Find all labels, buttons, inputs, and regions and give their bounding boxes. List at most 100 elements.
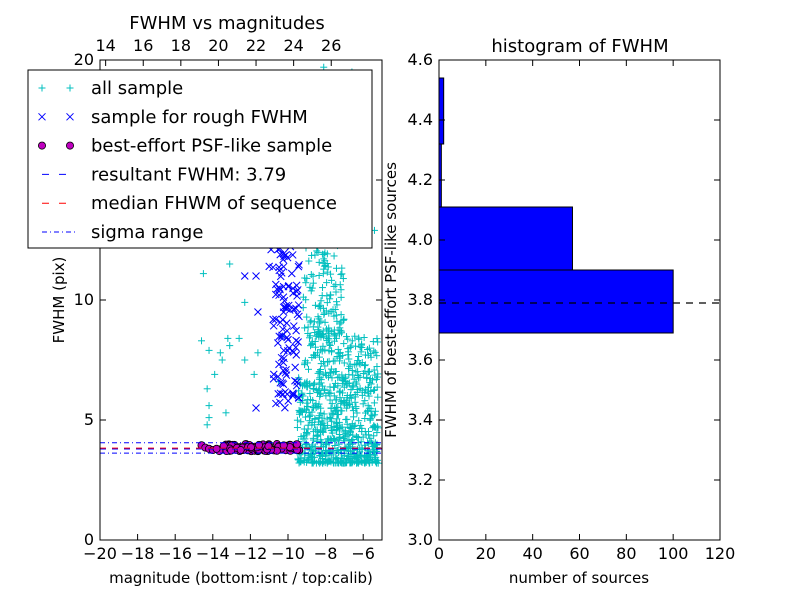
data-point <box>211 370 219 378</box>
data-point <box>339 375 347 383</box>
data-point <box>292 440 301 449</box>
data-point <box>308 284 316 292</box>
y-tick-label: 4.2 <box>408 170 433 189</box>
y-tick-label: 20 <box>74 50 94 69</box>
data-point <box>289 322 298 330</box>
data-point <box>307 270 315 278</box>
data-point <box>283 326 291 335</box>
data-point <box>279 303 288 312</box>
data-point <box>314 313 322 321</box>
data-point <box>315 412 323 420</box>
scatter-top-axis: 14 16 18 20 22 24 26 <box>95 36 341 66</box>
x-tick-label: −6 <box>351 544 375 563</box>
data-point <box>369 424 377 432</box>
data-point <box>320 311 328 319</box>
data-point <box>236 446 245 455</box>
x-tick-label: −16 <box>158 544 192 563</box>
top-tick-label: 14 <box>95 36 115 55</box>
data-point <box>205 402 213 410</box>
data-point <box>334 447 342 455</box>
data-point <box>364 387 372 395</box>
x-tick-label: 120 <box>705 544 736 563</box>
data-point <box>318 331 326 339</box>
x-tick-label: −12 <box>234 544 268 563</box>
data-point <box>323 279 331 287</box>
data-point <box>374 338 382 346</box>
legend-label: median FHWM of sequence <box>91 193 337 214</box>
histogram-panel: histogram of FWHM 0 20 40 60 80 100 120 3.0 3.2… <box>382 36 735 587</box>
data-point <box>284 301 293 310</box>
data-point <box>336 394 344 402</box>
data-point <box>311 402 319 410</box>
data-point <box>340 316 348 324</box>
x-tick-label: −8 <box>314 544 338 563</box>
data-point <box>346 362 354 370</box>
data-point <box>366 415 374 423</box>
data-point <box>332 281 340 289</box>
y-tick-label: 4.6 <box>408 50 433 69</box>
data-point <box>205 414 213 422</box>
data-point <box>323 268 331 276</box>
data-point <box>331 367 339 375</box>
data-point <box>344 351 352 359</box>
data-point <box>279 255 288 264</box>
data-point <box>291 363 300 372</box>
data-point <box>293 378 301 386</box>
data-point <box>311 414 319 422</box>
data-point <box>324 373 332 381</box>
data-point <box>345 379 353 387</box>
data-point <box>294 455 302 463</box>
data-point <box>313 437 321 445</box>
data-point <box>356 360 364 368</box>
data-point <box>349 382 357 390</box>
data-point <box>330 326 338 334</box>
data-point <box>351 391 359 399</box>
data-point <box>364 407 372 415</box>
data-point <box>295 459 303 467</box>
data-point <box>203 385 211 393</box>
data-point <box>321 362 329 370</box>
data-point <box>337 311 345 319</box>
data-point <box>335 418 343 426</box>
data-point <box>370 423 378 431</box>
data-point <box>327 435 335 443</box>
data-point <box>309 403 317 411</box>
data-point <box>341 375 349 383</box>
data-point <box>271 315 280 324</box>
data-point <box>325 324 333 332</box>
top-tick-label: 20 <box>208 36 228 55</box>
data-point <box>320 251 328 259</box>
data-point <box>328 424 336 432</box>
data-point <box>319 459 327 467</box>
data-point <box>346 440 354 448</box>
data-point <box>328 410 336 418</box>
data-point <box>335 440 343 448</box>
histogram-bar <box>438 77 445 145</box>
x-tick-label: 40 <box>522 544 542 563</box>
histogram-bar <box>438 206 573 271</box>
data-point <box>309 279 317 287</box>
data-point <box>309 436 317 444</box>
data-point <box>334 403 342 411</box>
data-point <box>350 452 358 460</box>
data-point <box>351 361 359 369</box>
data-point <box>328 429 336 437</box>
data-point <box>247 443 256 452</box>
data-point <box>343 432 351 440</box>
y-tick-label: 0 <box>84 530 94 549</box>
data-point <box>334 411 342 419</box>
x-tick-label: 0 <box>434 544 444 563</box>
data-point <box>307 446 315 454</box>
data-point <box>311 443 319 451</box>
data-point <box>319 259 327 267</box>
data-point <box>323 299 331 307</box>
data-point <box>297 418 305 426</box>
data-point <box>311 351 319 359</box>
data-point <box>303 431 311 439</box>
data-point <box>339 275 347 283</box>
data-point <box>216 349 224 357</box>
data-point <box>353 433 361 441</box>
data-point <box>302 379 310 387</box>
data-point <box>293 424 301 432</box>
